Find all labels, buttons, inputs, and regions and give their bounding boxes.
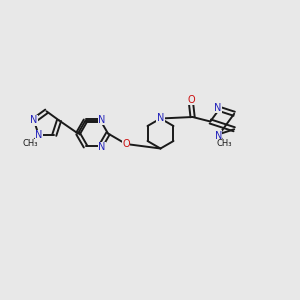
Text: N: N <box>157 113 164 123</box>
Text: N: N <box>35 130 42 140</box>
Text: N: N <box>98 115 105 125</box>
Text: N: N <box>214 103 221 113</box>
Text: CH₃: CH₃ <box>22 139 38 148</box>
Text: O: O <box>122 139 130 149</box>
Text: N: N <box>214 131 222 141</box>
Text: CH₃: CH₃ <box>216 140 232 148</box>
Text: O: O <box>187 95 195 105</box>
Text: N: N <box>30 116 38 125</box>
Text: N: N <box>98 142 105 152</box>
